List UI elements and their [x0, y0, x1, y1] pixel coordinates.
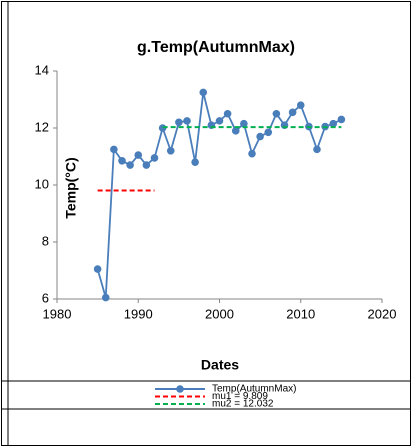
- marker: [223, 109, 232, 118]
- x-axis-label: Dates: [201, 357, 239, 373]
- marker: [126, 161, 134, 169]
- x-tick-label: 1980: [43, 306, 72, 321]
- x-tick-label: 2010: [286, 306, 315, 321]
- y-tick-label: 6: [42, 290, 49, 305]
- y-tick-label: 12: [35, 119, 49, 134]
- marker: [272, 109, 281, 118]
- y-tick-label: 14: [35, 62, 49, 77]
- y-axis-label: Temp(°C): [63, 157, 79, 218]
- marker: [110, 145, 118, 154]
- marker: [150, 154, 159, 162]
- marker: [337, 115, 346, 124]
- x-tick-label: 1990: [124, 306, 153, 321]
- marker: [118, 156, 126, 165]
- marker: [191, 158, 199, 166]
- marker: [248, 149, 256, 158]
- legend-label: Temp(AutumnMax): [212, 384, 296, 395]
- marker: [329, 119, 338, 128]
- legend-label: mu1 = 9.809: [212, 391, 268, 402]
- marker: [288, 108, 297, 117]
- marker: [215, 117, 224, 125]
- marker: [166, 147, 175, 155]
- y-tick-label: 10: [35, 176, 49, 191]
- marker: [183, 117, 191, 125]
- marker: [231, 127, 240, 135]
- marker: [101, 293, 110, 302]
- marker: [240, 119, 248, 128]
- marker: [199, 88, 208, 97]
- marker: [313, 145, 321, 154]
- legend-marker: [176, 385, 184, 393]
- y-tick-label: 8: [42, 233, 49, 248]
- marker: [296, 101, 305, 109]
- x-tick-label: 2020: [368, 306, 397, 321]
- marker: [142, 161, 151, 169]
- marker: [264, 128, 273, 137]
- legend-label: mu2 = 12.032: [212, 399, 274, 410]
- marker: [134, 151, 143, 159]
- marker: [256, 132, 264, 141]
- chart-title: g.Temp(AutumnMax): [137, 39, 295, 56]
- marker: [93, 265, 102, 273]
- marker: [175, 118, 183, 127]
- x-tick-label: 2000: [205, 306, 234, 321]
